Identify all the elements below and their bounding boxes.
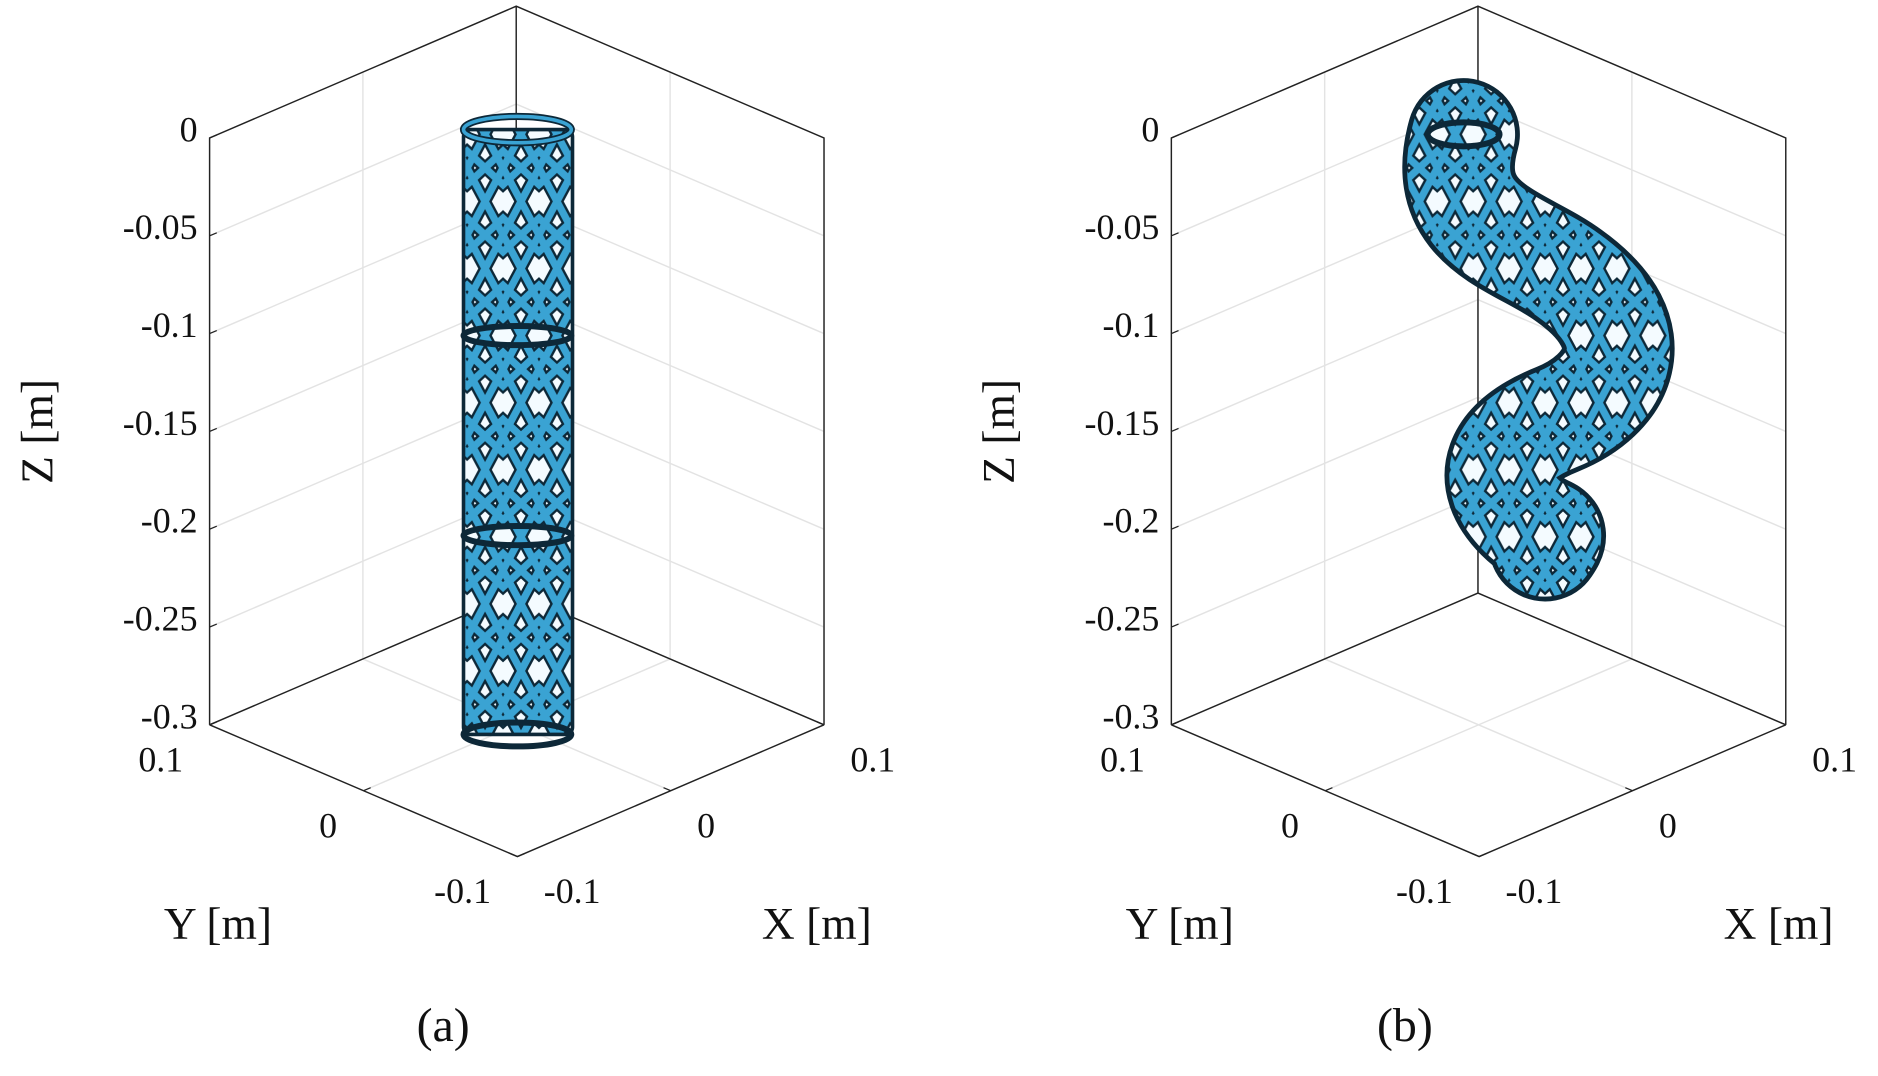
z-tick-label: -0.15 bbox=[1085, 403, 1160, 443]
y-axis-label: Y [m] bbox=[1126, 898, 1234, 949]
x-axis-label: X [m] bbox=[762, 898, 872, 949]
x-axis-label: X [m] bbox=[1724, 898, 1834, 949]
axis-line bbox=[1171, 724, 1787, 858]
z-tick-label: -0.15 bbox=[123, 403, 198, 443]
z-tick-label: -0.25 bbox=[123, 598, 198, 638]
x-tick bbox=[816, 721, 825, 726]
y-tick-label: 0 bbox=[319, 805, 337, 845]
y-tick-label: 0 bbox=[1281, 805, 1299, 845]
z-tick bbox=[209, 232, 218, 237]
z-axis-label: Z [m] bbox=[973, 379, 1024, 484]
x-tick-label: 0 bbox=[1659, 805, 1677, 845]
x-tick-label: 0.1 bbox=[850, 739, 895, 779]
x-tick bbox=[1625, 787, 1633, 792]
y-tick bbox=[1325, 787, 1333, 792]
z-tick-label: -0.05 bbox=[1085, 207, 1160, 247]
x-tick-label: 0.1 bbox=[1812, 739, 1857, 779]
z-tick-label: -0.3 bbox=[141, 696, 198, 736]
z-axis-label: Z [m] bbox=[11, 379, 62, 484]
mesh-a bbox=[459, 112, 575, 750]
z-tick-label: -0.1 bbox=[1103, 305, 1160, 345]
z-tick bbox=[1171, 623, 1179, 628]
y-tick-label: -0.1 bbox=[1396, 871, 1453, 911]
z-tick-label: -0.2 bbox=[141, 501, 198, 541]
grid-line bbox=[1171, 592, 1787, 726]
z-tick bbox=[1171, 427, 1179, 432]
z-tick-label: -0.3 bbox=[1103, 696, 1160, 736]
y-tick bbox=[517, 853, 525, 858]
y-axis-label: Y [m] bbox=[164, 898, 272, 949]
x-tick bbox=[1778, 721, 1787, 726]
x-tick-label: 0 bbox=[697, 805, 715, 845]
y-tick bbox=[209, 721, 218, 726]
x-tick bbox=[663, 787, 671, 792]
z-tick-label: -0.2 bbox=[1103, 501, 1160, 541]
z-tick bbox=[209, 330, 218, 335]
y-tick-label: 0.1 bbox=[138, 739, 183, 779]
z-tick bbox=[1171, 525, 1179, 530]
caption: (a) bbox=[417, 999, 470, 1052]
y-tick-label: -0.1 bbox=[434, 871, 491, 911]
z-tick bbox=[1171, 232, 1179, 237]
z-tick bbox=[209, 525, 218, 530]
y-tick bbox=[363, 787, 371, 792]
x-tick-label: -0.1 bbox=[544, 871, 601, 911]
x-tick bbox=[1471, 853, 1480, 858]
y-tick bbox=[1171, 721, 1179, 726]
z-tick-label: 0 bbox=[1141, 109, 1159, 149]
z-tick bbox=[209, 134, 218, 139]
caption: (b) bbox=[1377, 999, 1433, 1052]
z-tick-label: -0.25 bbox=[1085, 598, 1160, 638]
y-tick bbox=[1478, 853, 1487, 858]
y-tick-label: 0.1 bbox=[1100, 739, 1145, 779]
z-tick bbox=[1171, 330, 1179, 335]
z-tick-label: -0.05 bbox=[123, 207, 198, 247]
z-tick-label: 0 bbox=[180, 109, 198, 149]
mesh-b bbox=[1402, 78, 1675, 602]
z-tick bbox=[209, 623, 218, 628]
z-tick bbox=[1171, 134, 1179, 139]
box-edge bbox=[1171, 592, 1787, 726]
x-tick bbox=[509, 853, 518, 858]
z-tick bbox=[209, 427, 218, 432]
z-tick-label: -0.1 bbox=[141, 305, 198, 345]
x-tick-label: -0.1 bbox=[1506, 871, 1563, 911]
